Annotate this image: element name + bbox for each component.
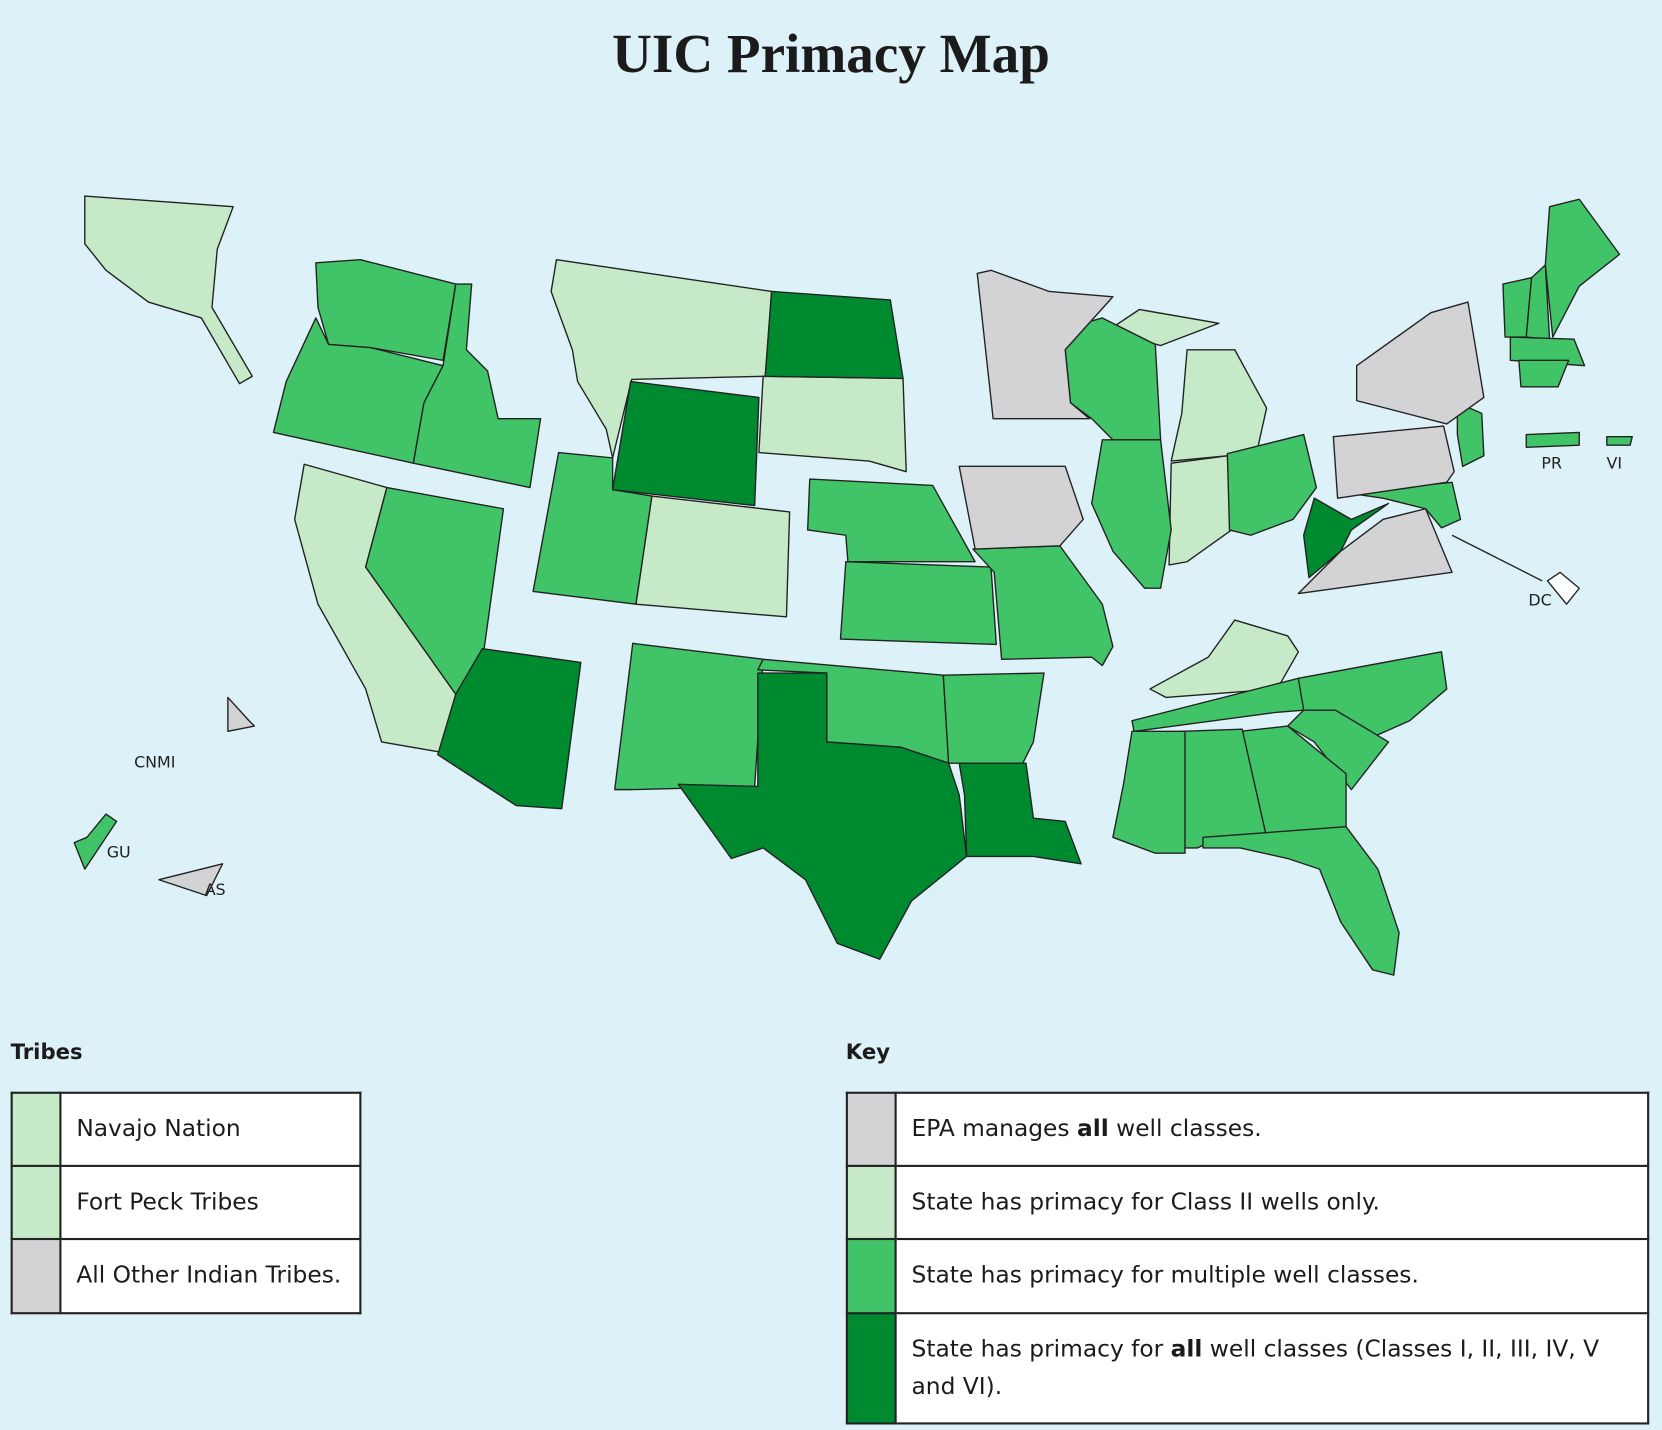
- text: State has primacy for multiple well clas…: [911, 1262, 1419, 1290]
- key-title: Key: [845, 1038, 891, 1065]
- new-mexico: [614, 642, 764, 791]
- idaho: [412, 283, 542, 489]
- colorado: [635, 495, 791, 618]
- washington: [315, 258, 457, 362]
- dc-box: [1546, 571, 1580, 605]
- nebraska: [806, 478, 976, 563]
- emphasis: all: [1076, 1116, 1109, 1143]
- legend-text: State has primacy for multiple well clas…: [894, 1238, 1650, 1314]
- maryland: [1345, 481, 1462, 529]
- legend-row: All Other Indian Tribes.: [10, 1238, 362, 1314]
- text: EPA manages: [911, 1116, 1077, 1143]
- key-table: EPA manages all well classes. State has p…: [845, 1091, 1650, 1425]
- text: Navajo Nation: [76, 1116, 241, 1143]
- pennsylvania: [1332, 425, 1455, 499]
- puerto-rico: [1525, 431, 1580, 448]
- text: State has primacy for Class II wells onl…: [911, 1189, 1380, 1216]
- connecticut: [1518, 359, 1570, 388]
- missouri: [972, 545, 1114, 667]
- legend-row: State has primacy for multiple well clas…: [845, 1238, 1650, 1314]
- legend-row: Navajo Nation: [10, 1091, 362, 1168]
- minnesota: [976, 269, 1114, 420]
- tribes-table: Navajo Nation Fort Peck Tribes All Other I…: [10, 1091, 362, 1314]
- legend-row: State has primacy for all well classes (…: [845, 1311, 1650, 1425]
- states: [73, 195, 1633, 976]
- map-label: PR: [1541, 454, 1562, 473]
- guam: [73, 813, 118, 870]
- legend-text: All Other Indian Tribes.: [59, 1238, 362, 1314]
- text: State has primacy for: [911, 1336, 1171, 1363]
- kansas: [839, 561, 997, 646]
- arkansas: [942, 672, 1045, 764]
- massachusetts: [1509, 336, 1586, 367]
- alaska: [84, 195, 253, 385]
- text: well classes (Classes I, II, III, IV, V …: [911, 1336, 1600, 1400]
- maine: [1544, 198, 1621, 338]
- south-dakota: [758, 375, 907, 473]
- map-label: GU: [107, 843, 131, 862]
- legend-swatch: [845, 1311, 897, 1425]
- north-dakota: [764, 290, 904, 380]
- map: PR VI DC CNMI GU AS: [73, 195, 1633, 976]
- wyoming: [611, 380, 760, 507]
- map-label: DC: [1528, 590, 1551, 609]
- michigan: [1170, 349, 1268, 462]
- legend-swatch: [10, 1238, 62, 1314]
- tribes-title: Tribes: [10, 1038, 83, 1065]
- text: All Other Indian Tribes.: [76, 1262, 342, 1290]
- legend-text: EPA manages all well classes.: [894, 1091, 1650, 1168]
- title: UIC Primacy Map: [612, 24, 1050, 85]
- dc-leader: [1451, 534, 1543, 582]
- arizona: [437, 647, 582, 810]
- map-label: VI: [1606, 454, 1622, 473]
- florida: [1202, 826, 1400, 976]
- hawaii: [227, 696, 256, 733]
- american-samoa: [158, 863, 224, 897]
- legend-text: Fort Peck Tribes: [59, 1165, 362, 1241]
- emphasis: all: [1170, 1336, 1203, 1363]
- legend-swatch: [10, 1165, 62, 1241]
- map-label: AS: [205, 880, 226, 899]
- legend-row: State has primacy for Class II wells onl…: [845, 1165, 1650, 1241]
- legend-row: EPA manages all well classes.: [845, 1091, 1650, 1168]
- ohio: [1226, 433, 1318, 536]
- legend-row: Fort Peck Tribes: [10, 1165, 362, 1241]
- indiana: [1168, 455, 1233, 566]
- virgin-islands: [1606, 435, 1633, 446]
- map-label: CNMI: [134, 753, 175, 772]
- texas: [677, 672, 968, 960]
- iowa: [958, 465, 1084, 550]
- legend-text: State has primacy for Class II wells onl…: [894, 1165, 1650, 1241]
- legend-swatch: [845, 1091, 897, 1168]
- text: well classes.: [1108, 1116, 1262, 1143]
- kentucky: [1149, 619, 1300, 699]
- text: Fort Peck Tribes: [76, 1189, 259, 1216]
- west-virginia: [1302, 497, 1390, 579]
- new-jersey: [1456, 402, 1485, 468]
- legend-swatch: [845, 1238, 897, 1314]
- legend-text: Navajo Nation: [59, 1091, 362, 1168]
- legend-swatch: [845, 1165, 897, 1241]
- new-york: [1355, 301, 1485, 425]
- legend-text: State has primacy for all well classes (…: [894, 1311, 1650, 1425]
- illinois: [1091, 439, 1172, 589]
- utah: [532, 451, 653, 605]
- louisiana: [958, 762, 1082, 865]
- virginia: [1297, 508, 1453, 595]
- mississippi: [1112, 730, 1186, 854]
- legend-swatch: [10, 1091, 62, 1168]
